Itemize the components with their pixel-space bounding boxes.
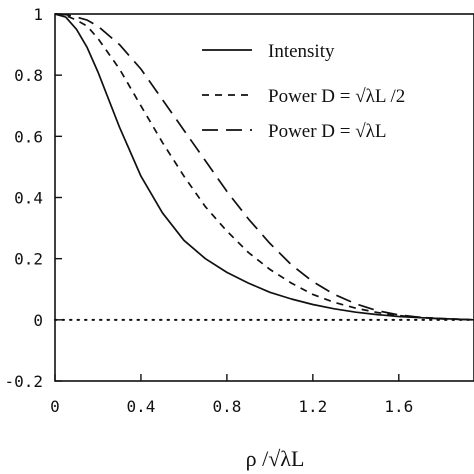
y-tick-label: 1 [33, 5, 43, 24]
series-line-1 [54, 13, 474, 321]
plot-frame [54, 13, 474, 382]
series-line-3 [54, 13, 474, 321]
x-axis-label: ρ /√λL [246, 446, 305, 471]
legend: Intensity Power D = √λL /2 Power D = √λL [202, 41, 405, 142]
legend-label-2: Power D = √λL /2 [268, 86, 405, 107]
x-tick-label: 0.8 [212, 397, 241, 416]
y-tick-label: 0.2 [14, 250, 43, 269]
x-tick-label: 0 [50, 397, 60, 416]
x-tick-label: 1.6 [384, 397, 413, 416]
legend-label-1: Intensity [268, 41, 335, 62]
y-tick-label: 0.4 [14, 189, 43, 208]
y-tick-label: 0 [33, 311, 43, 330]
y-tick-label: -0.2 [4, 372, 43, 391]
x-tick-label: 0.4 [126, 397, 155, 416]
series-line-2 [54, 13, 474, 321]
y-axis-ticks: -0.2 0 0.2 0.4 0.6 0.8 1 [4, 5, 62, 391]
series-lines [54, 13, 474, 321]
x-axis-ticks: 0 0.4 0.8 1.2 1.6 [50, 374, 413, 416]
x-tick-label: 1.2 [298, 397, 327, 416]
legend-label-3: Power D = √λL [268, 121, 386, 142]
y-tick-label: 0.6 [14, 127, 43, 146]
y-tick-label: 0.8 [14, 66, 43, 85]
